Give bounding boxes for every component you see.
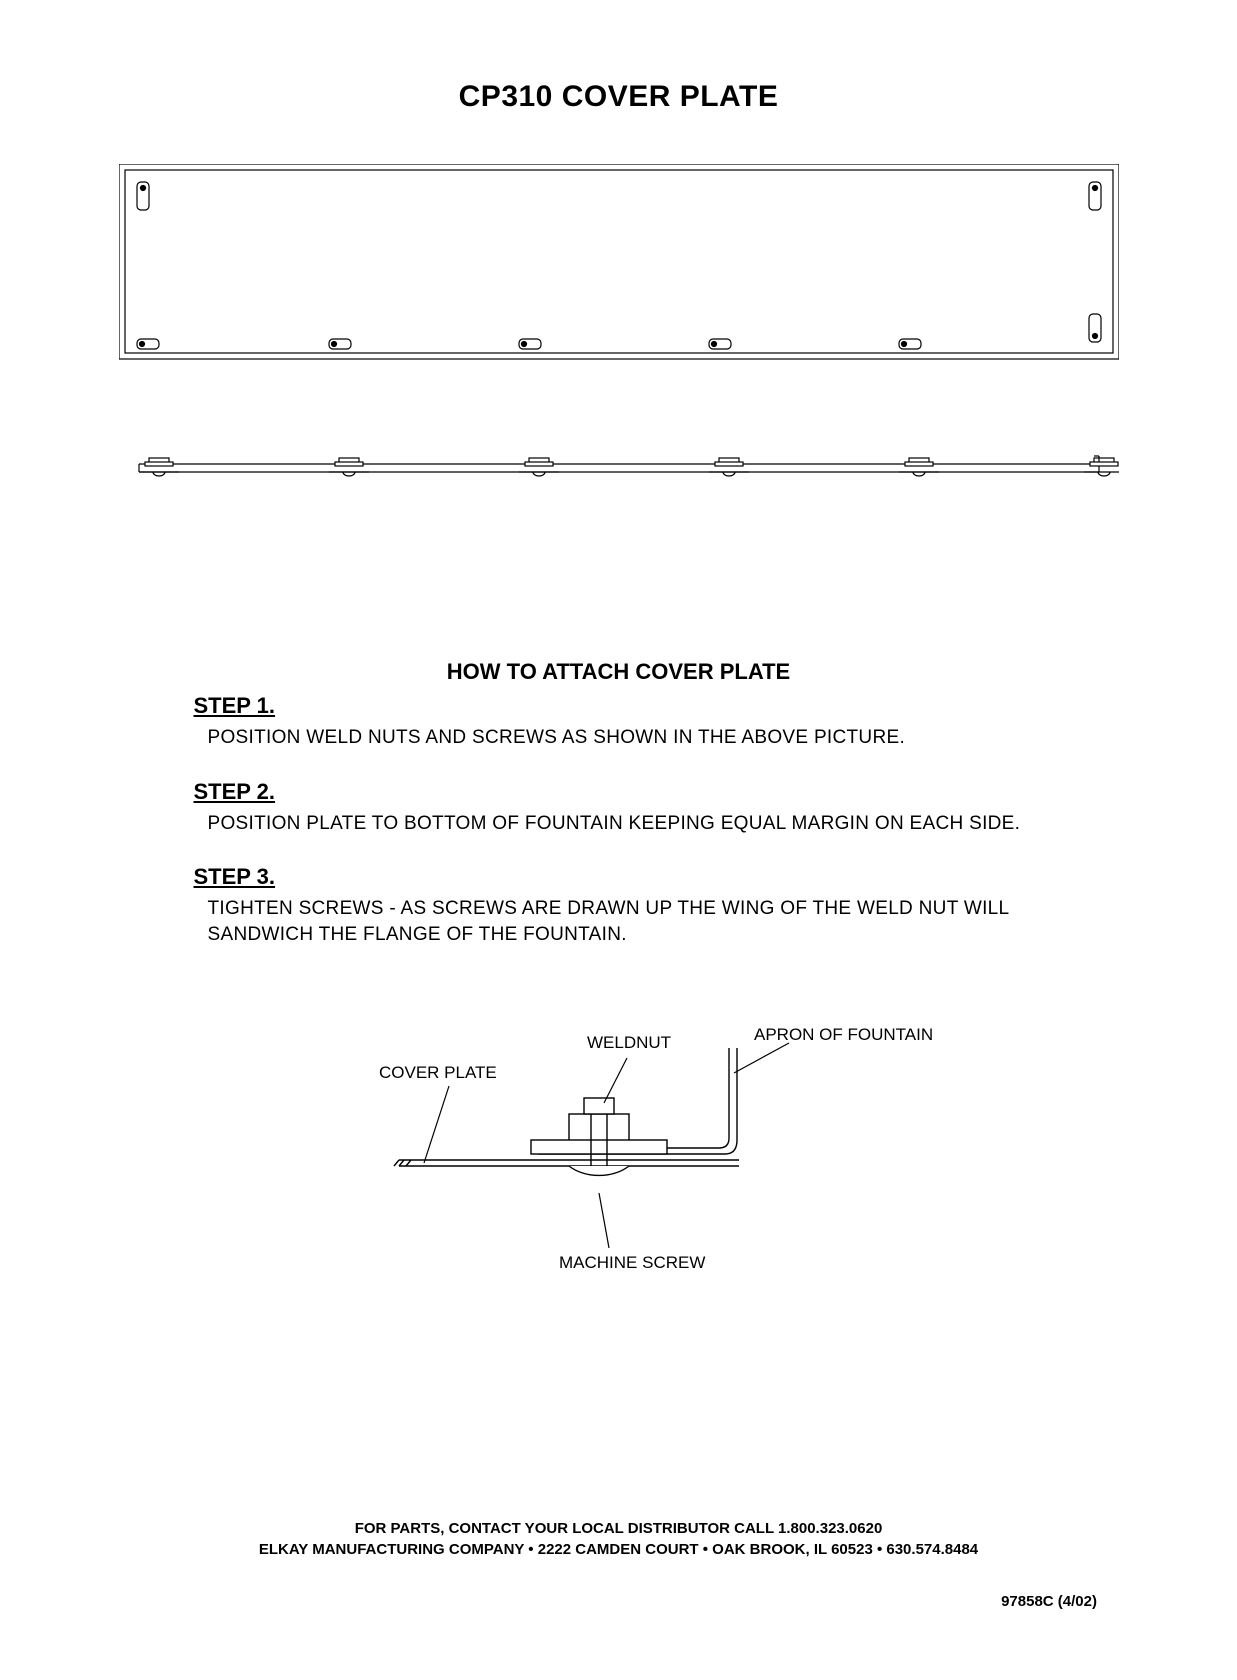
label-machine-screw: MACHINE SCREW	[559, 1253, 705, 1272]
label-apron: APRON OF FOUNTAIN	[754, 1025, 933, 1044]
step-2-label: STEP 2.	[194, 779, 1044, 805]
step-3-label: STEP 3.	[194, 864, 1044, 890]
page-title: CP310 COVER PLATE	[0, 80, 1237, 114]
detail-diagram: COVER PLATE WELDNUT APRON OF FOUNTAIN MA…	[269, 1018, 969, 1288]
document-number: 97858C (4/02)	[1001, 1593, 1097, 1610]
footer: FOR PARTS, CONTACT YOUR LOCAL DISTRIBUTO…	[0, 1518, 1237, 1560]
label-cover-plate: COVER PLATE	[379, 1063, 497, 1082]
cover-plate-diagram	[119, 164, 1119, 509]
step-2-body: POSITION PLATE TO BOTTOM OF FOUNTAIN KEE…	[208, 811, 1044, 837]
instructions-heading: HOW TO ATTACH COVER PLATE	[194, 659, 1044, 685]
footer-line-2: ELKAY MANUFACTURING COMPANY • 2222 CAMDE…	[0, 1539, 1237, 1560]
footer-line-1: FOR PARTS, CONTACT YOUR LOCAL DISTRIBUTO…	[0, 1518, 1237, 1539]
step-3-body: TIGHTEN SCREWS - AS SCREWS ARE DRAWN UP …	[208, 896, 1044, 947]
step-1-label: STEP 1.	[194, 693, 1044, 719]
instructions-section: HOW TO ATTACH COVER PLATE STEP 1. POSITI…	[194, 659, 1044, 948]
label-weldnut: WELDNUT	[587, 1033, 671, 1052]
step-1-body: POSITION WELD NUTS AND SCREWS AS SHOWN I…	[208, 725, 1044, 751]
